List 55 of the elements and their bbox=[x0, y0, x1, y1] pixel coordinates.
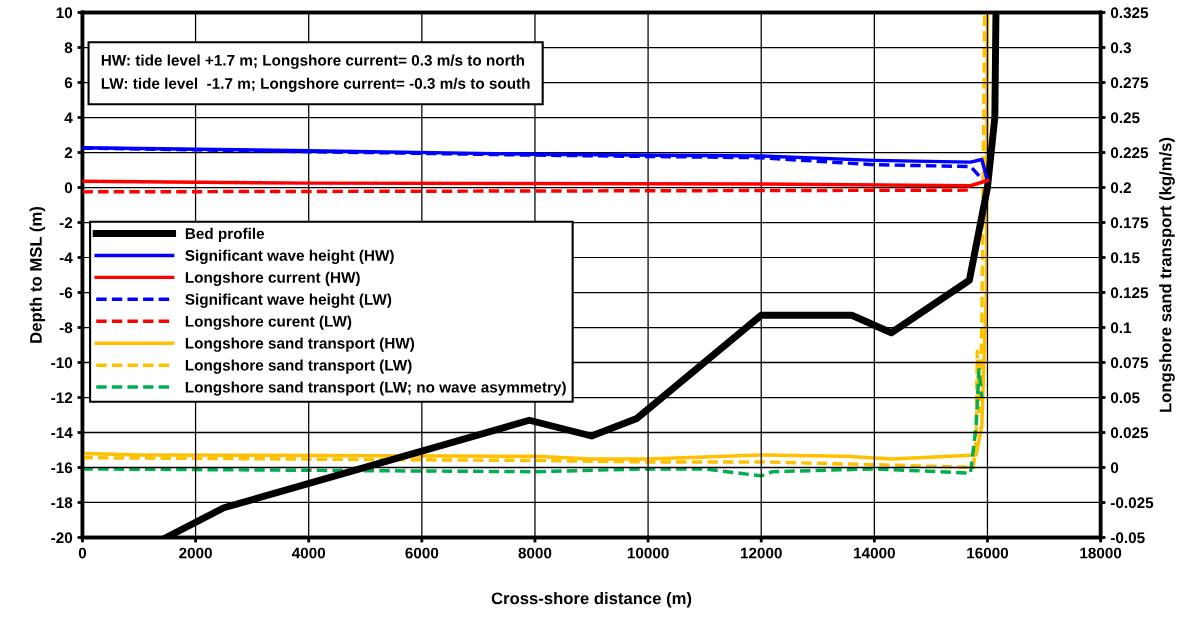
y-tick-label: -16 bbox=[51, 462, 73, 474]
y2-tick-label: 0 bbox=[1110, 462, 1119, 474]
y-tick-label: -10 bbox=[51, 357, 73, 369]
x-tick-label: 18000 bbox=[1080, 547, 1122, 559]
y-tick-label: 4 bbox=[64, 112, 73, 124]
y-tick-label: -18 bbox=[51, 497, 73, 509]
annotation: HW: tide level +1.7 m; Longshore current= 0.3 m/s to north bbox=[101, 54, 525, 69]
legend-label: Longshore sand transport (LW) bbox=[185, 359, 412, 374]
y-tick-label: -6 bbox=[59, 287, 73, 299]
y2-tick-label: 0.1 bbox=[1110, 322, 1132, 334]
y-tick-label: -4 bbox=[59, 252, 73, 264]
y-tick-label: 6 bbox=[64, 77, 73, 89]
legend-label: Bed profile bbox=[185, 227, 265, 243]
y-tick-label: -14 bbox=[51, 427, 73, 439]
y2-tick-label: -0.025 bbox=[1110, 497, 1154, 509]
y-tick-label: 2 bbox=[64, 147, 73, 159]
y2-tick-label: 0.15 bbox=[1110, 252, 1140, 264]
x-tick-label: 12000 bbox=[740, 547, 782, 559]
y-tick-label: -8 bbox=[59, 322, 73, 334]
y-tick-label: -20 bbox=[51, 532, 73, 544]
y-tick-label: 10 bbox=[56, 7, 73, 19]
x-tick-label: 16000 bbox=[967, 547, 1009, 559]
annotation: LW: tide level -1.7 m; Longshore current= -0.3 m/s to south bbox=[101, 77, 530, 92]
x-tick-label: 0 bbox=[78, 547, 87, 559]
legend-label: Significant wave height (LW) bbox=[185, 293, 392, 308]
legend-label: Longshore curent (LW) bbox=[185, 315, 352, 330]
x-tick-label: 4000 bbox=[291, 547, 326, 559]
y2-tick-label: 0.175 bbox=[1110, 217, 1149, 229]
y2-tick-label: 0.025 bbox=[1110, 427, 1149, 439]
y2-tick-label: 0.05 bbox=[1110, 392, 1140, 404]
y2-tick-label: -0.05 bbox=[1110, 532, 1145, 544]
x-tick-label: 8000 bbox=[518, 547, 552, 559]
y-tick-label: 0 bbox=[64, 182, 73, 194]
y2-tick-label: 0.275 bbox=[1110, 77, 1149, 89]
y-tick-label: -12 bbox=[51, 392, 73, 404]
y-tick-label: 8 bbox=[64, 42, 73, 54]
legend-label: Longshore sand transport (HW) bbox=[185, 337, 415, 352]
x-axis-title: Cross-shore distance (m) bbox=[491, 592, 692, 608]
y2-tick-label: 0.25 bbox=[1110, 112, 1140, 124]
legend-label: Longshore current (HW) bbox=[185, 271, 360, 286]
y2-tick-label: 0.3 bbox=[1110, 42, 1131, 54]
legend-label: Significant wave height (HW) bbox=[185, 249, 394, 264]
y2-tick-label: 0.075 bbox=[1110, 357, 1149, 369]
y2-tick-label: 0.125 bbox=[1110, 287, 1149, 299]
x-tick-label: 2000 bbox=[179, 547, 212, 559]
y2-axis-title: Longshore sand transport (kg/m/s) bbox=[1159, 137, 1175, 412]
x-tick-label: 10000 bbox=[627, 547, 669, 559]
x-tick-label: 14000 bbox=[854, 547, 895, 559]
y2-tick-label: 0.325 bbox=[1110, 7, 1149, 19]
y-tick-label: -2 bbox=[59, 217, 73, 229]
y2-tick-label: 0.225 bbox=[1110, 147, 1149, 159]
x-tick-label: 6000 bbox=[405, 547, 439, 559]
legend-label: Longshore sand transport (LW; no wave asymmetry) bbox=[185, 381, 566, 396]
y-axis-title: Depth to MSL (m) bbox=[29, 207, 46, 343]
y2-tick-label: 0.2 bbox=[1110, 182, 1131, 194]
